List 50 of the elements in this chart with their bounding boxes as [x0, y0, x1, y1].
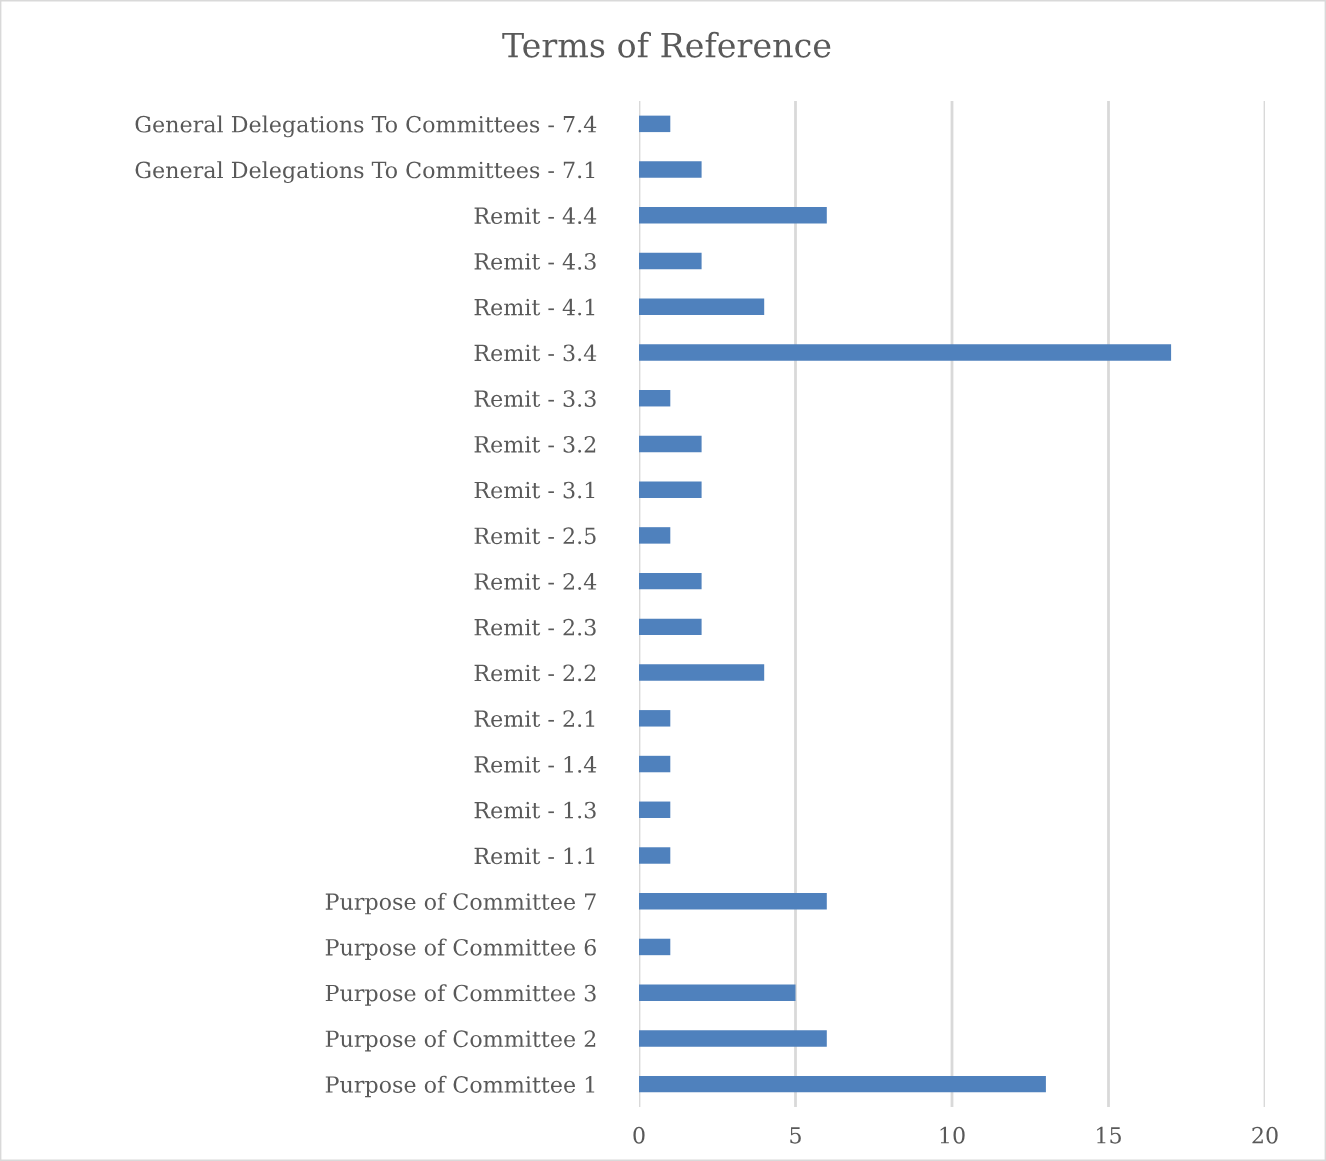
bar: [639, 115, 671, 133]
y-tick-label: Purpose of Committee 6: [325, 938, 596, 961]
bar: [639, 938, 671, 956]
bar: [639, 390, 671, 407]
y-tick-label: Remit - 2.1: [474, 710, 595, 728]
x-tick-label: 5: [790, 1127, 801, 1144]
y-tick-label: Remit - 2.2: [474, 664, 596, 682]
x-tick-label: 15: [1097, 1126, 1121, 1144]
y-tick-label: General Delegations To Committees - 7.4: [135, 115, 597, 138]
bar: [639, 527, 671, 544]
y-tick-label: Remit - 3.1: [474, 481, 595, 499]
bar: [639, 710, 671, 727]
y-tick-label: Remit - 1.3: [474, 801, 596, 819]
y-tick-label: Remit - 2.3: [474, 618, 596, 636]
bar: [639, 481, 702, 498]
chart-title: Terms of Reference: [502, 31, 831, 58]
bar: [639, 1075, 1046, 1093]
y-tick-label: Remit - 1.4: [474, 756, 597, 773]
y-tick-label: Remit - 4.3: [474, 253, 596, 270]
y-tick-label: Remit - 4.1: [474, 298, 595, 316]
bar: [639, 618, 702, 636]
x-tick-label: 20: [1252, 1126, 1278, 1144]
bar: [639, 207, 827, 224]
y-tick-label: Remit - 3.3: [474, 390, 596, 407]
x-tick-label: 10: [940, 1126, 965, 1144]
y-tick-label: Purpose of Committee 1: [325, 1075, 595, 1098]
y-tick-label: Remit - 3.4: [474, 344, 597, 362]
bar: [639, 252, 702, 270]
y-tick-label: Remit - 2.5: [474, 527, 596, 545]
y-tick-label: Purpose of Committee 2: [325, 1029, 596, 1052]
bar: [639, 893, 827, 910]
bar: [639, 344, 1172, 361]
bar: [639, 664, 765, 681]
bar: [639, 161, 702, 178]
bar: [639, 755, 671, 773]
y-tick-label: Remit - 4.4: [474, 207, 597, 225]
y-tick-label: Remit - 2.4: [474, 573, 597, 590]
bar: [639, 572, 702, 590]
bar: [639, 298, 765, 315]
bar: [639, 984, 796, 1001]
y-tick-label: Remit - 3.2: [474, 435, 596, 453]
y-tick-label: Purpose of Committee 3: [325, 984, 596, 1006]
y-tick-label: Purpose of Committee 7: [325, 892, 596, 915]
y-tick-label: General Delegations To Committees - 7.1: [135, 161, 595, 183]
bar: [639, 435, 702, 453]
x-tick-label: 0: [633, 1126, 645, 1144]
y-tick-label: Remit - 1.1: [474, 847, 595, 865]
bar: [639, 1030, 827, 1047]
bar: [639, 801, 671, 818]
bar: [639, 847, 671, 864]
